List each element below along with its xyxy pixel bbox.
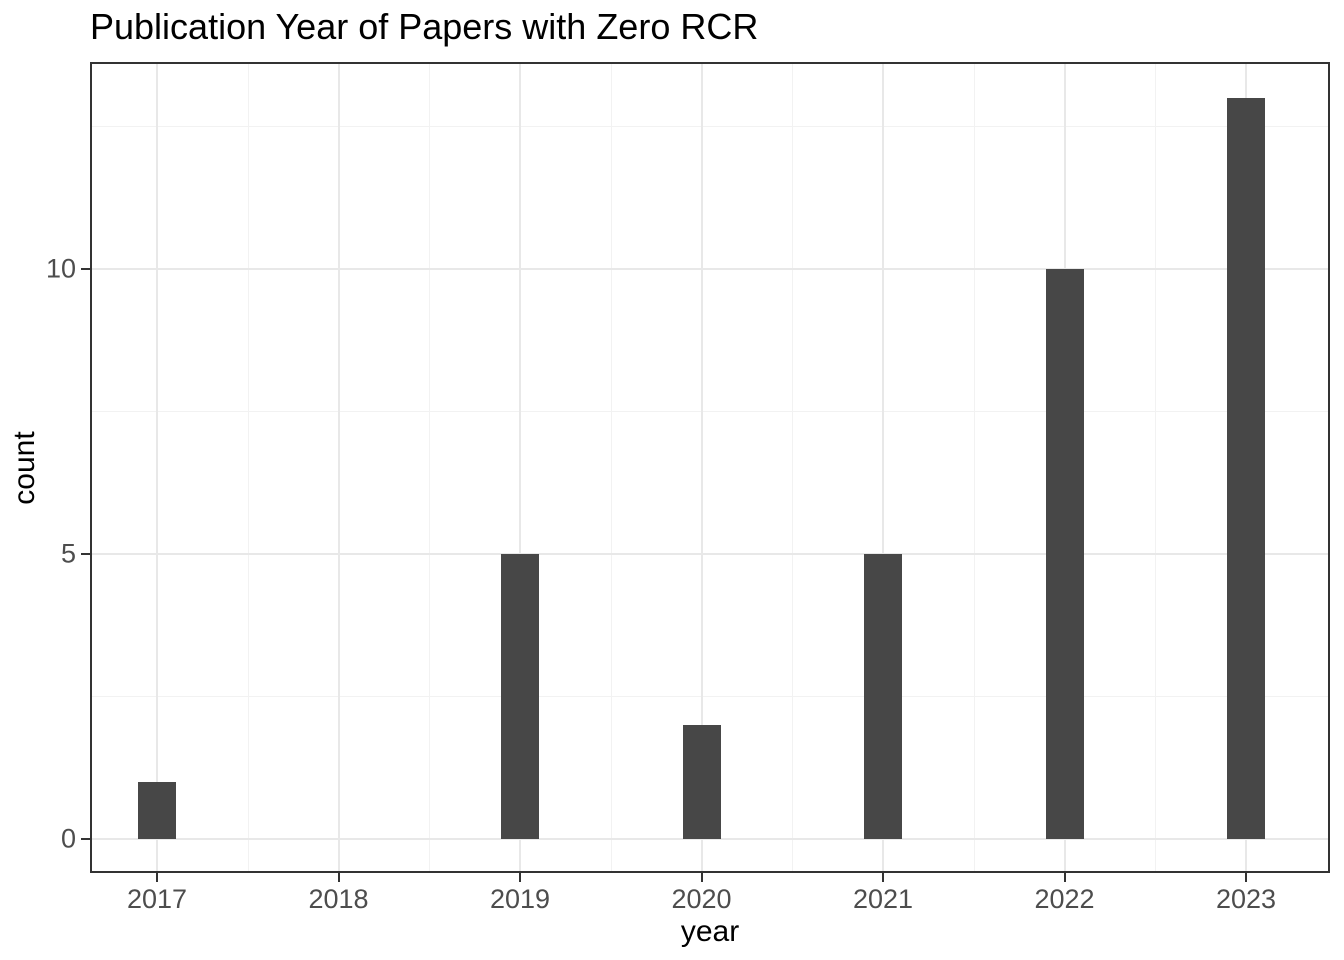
- gridline-major-x: [882, 62, 884, 873]
- y-tick-label-5: 5: [60, 538, 76, 568]
- y-tick-label-0: 0: [60, 823, 76, 853]
- y-tick-0: [81, 837, 90, 840]
- x-tick-label-2020: 2020: [671, 884, 732, 914]
- gridline-minor-x: [792, 62, 794, 873]
- x-tick-2021: [882, 873, 884, 882]
- gridline-minor-y: [90, 126, 1330, 127]
- y-tick-10: [81, 267, 90, 270]
- gridline-major-x: [700, 62, 703, 873]
- x-tick-2017: [156, 873, 158, 882]
- x-tick-label-2023: 2023: [1215, 884, 1277, 914]
- gridline-major-y: [90, 837, 1330, 840]
- gridline-minor-y: [90, 696, 1330, 697]
- x-tick-2019: [519, 873, 521, 882]
- gridline-major-x: [156, 62, 158, 873]
- bar-2021: [864, 553, 902, 839]
- gridline-minor-x: [973, 62, 975, 873]
- gridline-major-y: [90, 552, 1330, 555]
- x-tick-2020: [700, 873, 703, 882]
- gridline-minor-y: [90, 411, 1330, 412]
- bar-2019: [501, 553, 539, 839]
- bar-2023: [1227, 97, 1265, 839]
- gridline-minor-x: [429, 62, 431, 873]
- bar-2022: [1045, 268, 1084, 839]
- x-tick-label-2019: 2019: [489, 884, 551, 914]
- bar-2020: [682, 724, 721, 839]
- x-tick-2023: [1245, 873, 1247, 882]
- x-tick-2022: [1063, 873, 1066, 882]
- plot-panel: [90, 62, 1330, 873]
- gridline-minor-x: [247, 62, 249, 873]
- x-axis-title: year: [680, 915, 740, 948]
- gridline-minor-x: [610, 62, 612, 873]
- x-tick-label-2021: 2021: [852, 884, 914, 914]
- y-axis-title: count: [8, 430, 41, 505]
- gridline-minor-x: [1155, 62, 1157, 873]
- x-tick-2018: [337, 873, 340, 882]
- chart-title: Publication Year of Papers with Zero RCR: [90, 6, 759, 47]
- gridline-major-y: [90, 267, 1330, 270]
- bar-2017: [138, 781, 176, 839]
- x-tick-label-2017: 2017: [126, 884, 188, 914]
- gridline-major-x: [337, 62, 340, 873]
- y-tick-label-10: 10: [45, 253, 76, 283]
- y-tick-5: [81, 552, 90, 555]
- x-tick-label-2022: 2022: [1034, 884, 1095, 914]
- gridline-major-x: [519, 62, 521, 873]
- x-tick-label-2018: 2018: [308, 884, 369, 914]
